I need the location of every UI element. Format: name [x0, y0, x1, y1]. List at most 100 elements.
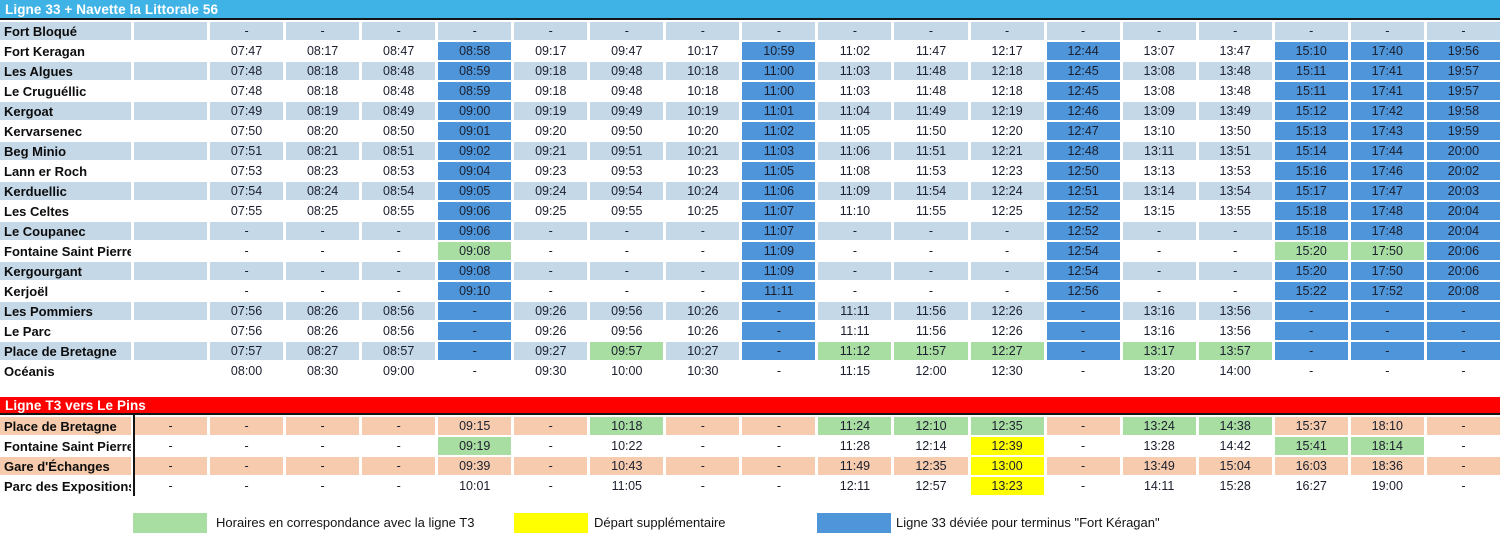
- time-cell: 13:53: [1219, 164, 1251, 178]
- time-cell: 11:09: [818, 182, 892, 200]
- time-cell: 10:18: [666, 62, 740, 80]
- time-cell: 17:50: [1350, 262, 1424, 280]
- time-cell: 11:11: [840, 324, 870, 338]
- time-cell: 09:17: [535, 44, 567, 58]
- station-cell: Les Pommiers: [0, 302, 131, 320]
- no-service-cell: -: [514, 222, 588, 240]
- no-service-cell: -: [1004, 284, 1010, 298]
- time-cell: 08:51: [362, 142, 436, 160]
- no-service-cell: -: [396, 244, 401, 258]
- time-cell: 09:18: [535, 84, 567, 98]
- time-cell: 07:50: [230, 124, 263, 138]
- time-cell: 17:52: [1350, 282, 1424, 300]
- time-cell: 09:30: [535, 364, 567, 378]
- time-cell: 15:20: [1274, 242, 1348, 260]
- station-cell: Kergoat: [0, 102, 131, 120]
- time-cell: 07:47: [230, 44, 263, 58]
- time-cell: 11:05: [742, 162, 816, 180]
- time-cell: 09:39: [438, 457, 512, 475]
- time-cell: 12:26: [970, 302, 1044, 320]
- line33-section-header: Ligne 33 + Navette la Littorale 56: [0, 0, 1500, 20]
- time-cell: 07:55: [230, 204, 263, 218]
- station-cell: Fontaine Saint Pierre: [4, 243, 131, 259]
- time-cell: 12:44: [1046, 42, 1120, 60]
- time-cell: 11:49: [818, 457, 892, 475]
- time-cell: 12:50: [1046, 162, 1120, 180]
- time-cell: 15:11: [1274, 62, 1348, 80]
- time-cell: 12:11: [839, 479, 871, 493]
- table-row: Le Parc 07:56 08:26 08:56 - 09:26 09:56 10:26 - 1…: [0, 322, 1500, 340]
- time-cell: 11:06: [742, 182, 816, 200]
- time-cell: 09:56: [590, 302, 664, 320]
- no-service-cell: -: [1426, 22, 1500, 40]
- time-cell: 13:56: [1198, 302, 1272, 320]
- no-service-cell: -: [244, 479, 249, 493]
- time-cell: 13:47: [1219, 44, 1251, 58]
- empty-cell: [134, 82, 207, 100]
- time-cell: 13:23: [970, 477, 1044, 495]
- no-service-cell: -: [438, 342, 512, 360]
- time-cell: 08:17: [306, 44, 339, 58]
- time-cell: 20:06: [1426, 242, 1500, 260]
- time-cell: 08:47: [383, 44, 415, 58]
- time-cell: 19:57: [1426, 62, 1500, 80]
- table-row: Fontaine Saint Pierre - - - - 09:19 - 10:22 - - 11…: [0, 437, 1500, 455]
- t3-section-title: Ligne T3 vers Le Pins: [5, 398, 146, 413]
- no-service-cell: -: [362, 417, 436, 435]
- time-cell: 12:24: [970, 182, 1044, 200]
- time-cell: 09:48: [590, 62, 664, 80]
- no-service-cell: -: [1046, 342, 1120, 360]
- time-cell: 15:14: [1274, 142, 1348, 160]
- no-service-cell: -: [286, 457, 360, 475]
- time-cell: 14:42: [1219, 439, 1251, 453]
- time-cell: 17:41: [1350, 82, 1424, 100]
- time-cell: 14:38: [1198, 417, 1272, 435]
- station-cell: Le Parc: [4, 323, 51, 339]
- no-service-cell: -: [1046, 417, 1120, 435]
- time-cell: 11:28: [839, 439, 871, 453]
- time-cell: 13:49: [1122, 457, 1196, 475]
- time-cell: 15:37: [1274, 417, 1348, 435]
- no-service-cell: -: [362, 22, 436, 40]
- table-row: Kerduellic 07:54 08:24 08:54 09:05 09:24 09:54…: [0, 182, 1500, 200]
- time-cell: 19:56: [1426, 42, 1500, 60]
- time-cell: 10:59: [742, 42, 816, 60]
- time-cell: 13:51: [1198, 142, 1272, 160]
- time-cell: 15:16: [1274, 162, 1348, 180]
- no-service-cell: -: [548, 284, 553, 298]
- time-cell: 13:14: [1122, 182, 1196, 200]
- no-service-cell: -: [362, 262, 436, 280]
- time-cell: 07:51: [210, 142, 284, 160]
- no-service-cell: -: [396, 439, 401, 453]
- time-cell: 09:19: [514, 102, 588, 120]
- time-cell: 13:28: [1143, 439, 1175, 453]
- no-service-cell: -: [548, 439, 553, 453]
- no-service-cell: -: [928, 244, 934, 258]
- no-service-cell: -: [1461, 364, 1466, 378]
- time-cell: 13:50: [1219, 124, 1251, 138]
- no-service-cell: -: [970, 262, 1044, 280]
- station-cell: Lann er Roch: [4, 163, 88, 179]
- time-cell: 10:18: [590, 417, 664, 435]
- time-cell: 11:15: [839, 364, 871, 378]
- table-row: Kergoat 07:49 08:19 08:49 09:00 09:19 09:49 10:…: [0, 102, 1500, 120]
- time-cell: 07:57: [210, 342, 284, 360]
- time-cell: 11:05: [611, 479, 642, 493]
- time-cell: 11:51: [894, 142, 968, 160]
- time-cell: 08:18: [306, 84, 339, 98]
- no-service-cell: -: [1274, 302, 1348, 320]
- time-cell: 20:00: [1426, 142, 1500, 160]
- empty-cell: [134, 182, 208, 200]
- time-cell: 20:02: [1426, 162, 1500, 180]
- time-cell: 17:40: [1350, 42, 1424, 60]
- no-service-cell: -: [1122, 222, 1196, 240]
- table-row: Les Celtes 07:55 08:25 08:55 09:06 09:25 09:55…: [0, 202, 1500, 220]
- no-service-cell: -: [168, 479, 173, 493]
- legend-yellow-swatch: [514, 513, 588, 533]
- legend-green-label: Horaires en correspondance avec la ligne…: [216, 515, 475, 530]
- time-cell: 09:15: [438, 417, 512, 435]
- no-service-cell: -: [210, 22, 284, 40]
- time-cell: 11:48: [894, 62, 968, 80]
- no-service-cell: -: [320, 244, 325, 258]
- time-cell: 10:24: [666, 182, 740, 200]
